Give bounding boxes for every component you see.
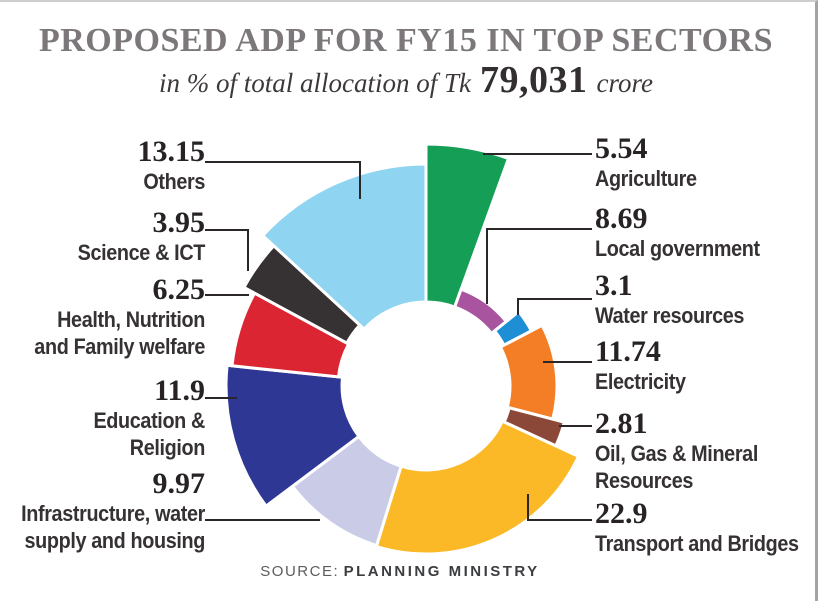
category-line: Resources bbox=[595, 468, 694, 493]
leader-line-local-government bbox=[486, 228, 592, 304]
category-line: Others bbox=[143, 169, 205, 194]
source-value: PLANNING MINISTRY bbox=[343, 563, 540, 580]
value-label-infrastructure-water-supply-housing: 9.97 bbox=[152, 467, 206, 500]
annotation-electricity: 11.74 Electricity bbox=[592, 337, 818, 395]
subtitle-prefix: in % of total allocation of Tk bbox=[159, 68, 471, 98]
category-line: Electricity bbox=[595, 369, 686, 394]
category-label-education-religion: Education & Religion bbox=[0, 407, 205, 461]
total-amount: 79,031 bbox=[480, 59, 588, 101]
category-label-water-resources: Water resources bbox=[595, 302, 796, 329]
annotation-agriculture: 5.54 Agriculture bbox=[592, 134, 818, 192]
annotation-local-government: 8.69 Local government bbox=[592, 204, 818, 262]
leader-line-others bbox=[205, 161, 361, 199]
source-line: SOURCE: PLANNING MINISTRY bbox=[0, 563, 800, 581]
slice-others bbox=[260, 162, 428, 332]
value-label-others: 13.15 bbox=[137, 135, 206, 168]
annotation-transport-and-bridges: 22.9 Transport and Bridges bbox=[592, 499, 818, 557]
category-line: Agriculture bbox=[595, 166, 697, 191]
category-line: Transport and Bridges bbox=[595, 531, 799, 556]
value-label-water-resources: 3.1 bbox=[595, 269, 633, 302]
category-label-oil-gas-mineral-resources: Oil, Gas & Mineral Resources bbox=[595, 440, 796, 494]
annotation-oil-gas-mineral-resources: 2.81 Oil, Gas & Mineral Resources bbox=[592, 409, 818, 494]
category-line: Water resources bbox=[595, 303, 745, 328]
leader-line-transport-and-bridges bbox=[527, 494, 592, 521]
leader-line-science-ict bbox=[205, 229, 249, 271]
slice-education-religion bbox=[224, 363, 361, 509]
category-label-science-ict: Science & ICT bbox=[0, 239, 206, 266]
category-label-electricity: Electricity bbox=[595, 368, 796, 395]
category-label-transport-and-bridges: Transport and Bridges bbox=[595, 530, 799, 557]
annotation-infrastructure-water-supply-housing: 9.97 Infrastructure, water supply and hous… bbox=[0, 469, 205, 554]
slice-transport-and-bridges bbox=[374, 419, 581, 556]
leader-line-water-resources bbox=[517, 298, 592, 315]
chart-title: PROPOSED ADP FOR FY15 IN TOP SECTORS bbox=[38, 22, 774, 59]
category-line: and Family welfare bbox=[34, 334, 205, 359]
category-label-agriculture: Agriculture bbox=[595, 165, 796, 192]
category-label-local-government: Local government bbox=[595, 235, 796, 262]
category-line: Religion bbox=[129, 435, 206, 460]
category-line: Education & bbox=[93, 408, 205, 433]
value-label-oil-gas-mineral-resources: 2.81 bbox=[595, 407, 648, 440]
category-line: Local government bbox=[595, 236, 760, 261]
slice-local-government bbox=[452, 287, 509, 336]
category-line: Infrastructure, water bbox=[21, 501, 205, 526]
value-label-education-religion: 11.9 bbox=[154, 374, 205, 407]
value-label-transport-and-bridges: 22.9 bbox=[595, 497, 648, 530]
subtitle-suffix: crore bbox=[596, 68, 653, 98]
category-line: Oil, Gas & Mineral bbox=[595, 441, 758, 466]
category-line: Science & ICT bbox=[77, 240, 206, 265]
category-line: supply and housing bbox=[24, 528, 205, 553]
annotation-water-resources: 3.1 Water resources bbox=[592, 271, 818, 329]
value-label-agriculture: 5.54 bbox=[595, 132, 648, 165]
value-label-electricity: 11.74 bbox=[595, 335, 661, 368]
slice-agriculture bbox=[424, 142, 511, 309]
chart-subtitle: in % of total allocation of Tk 79,031 cr… bbox=[0, 58, 812, 102]
annotation-health-nutrition-family-welfare: 6.25 Health, Nutrition and Family welfare bbox=[0, 275, 205, 360]
category-label-infrastructure-water-supply-housing: Infrastructure, water supply and housing bbox=[0, 500, 205, 554]
annotation-science-ict: 3.95 Science & ICT bbox=[0, 206, 206, 266]
category-line: Health, Nutrition bbox=[57, 307, 205, 332]
value-label-local-government: 8.69 bbox=[595, 202, 648, 235]
annotation-others: 13.15 Others bbox=[0, 135, 206, 195]
source-label: SOURCE: bbox=[260, 563, 340, 580]
value-label-health-nutrition-family-welfare: 6.25 bbox=[152, 273, 206, 306]
category-label-others: Others bbox=[0, 168, 205, 195]
annotation-education-religion: 11.9 Education & Religion bbox=[0, 376, 205, 461]
category-label-health-nutrition-family-welfare: Health, Nutrition and Family welfare bbox=[0, 306, 205, 360]
value-label-science-ict: 3.95 bbox=[152, 206, 206, 239]
